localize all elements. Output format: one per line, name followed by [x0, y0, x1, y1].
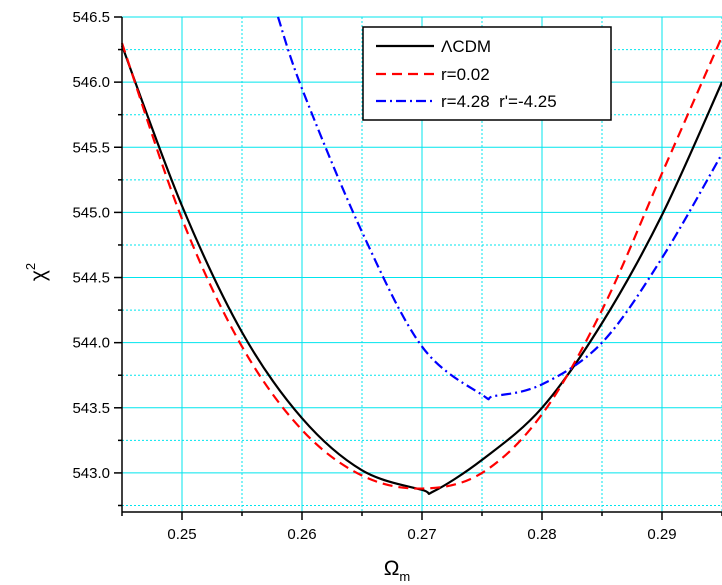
- y-tick-label: 543.0: [72, 465, 110, 482]
- ticks: [114, 16, 722, 520]
- series-line-0: [120, 45, 722, 495]
- x-tick-label: 0.25: [167, 526, 196, 543]
- legend-box: [362, 26, 612, 121]
- x-tick-label: 0.29: [647, 526, 676, 543]
- y-tick-label: 544.0: [72, 335, 110, 352]
- y-tick-label: 543.5: [72, 400, 110, 417]
- tick-labels: 0.25 0.26 0.27 0.28 0.29 543.0 543.5 544.0 544.5…: [72, 9, 676, 543]
- legend-label-r002: r=0.02: [441, 65, 490, 84]
- x-tick-label: 0.26: [287, 526, 316, 543]
- series-line-1: [120, 36, 722, 490]
- legend-label-lcdm: ΛCDM: [441, 37, 491, 56]
- grid: [121, 16, 722, 512]
- y-tick-label: 546.0: [72, 74, 110, 91]
- y-tick-label: 545.5: [72, 139, 110, 156]
- series-lines: [120, 16, 722, 495]
- y-axis-title: χ2: [23, 263, 50, 281]
- x-tick-label: 0.27: [407, 526, 436, 543]
- legend-label-r428: r=4.28 r'=-4.25: [441, 92, 557, 111]
- y-tick-label: 545.0: [72, 204, 110, 221]
- y-tick-label: 544.5: [72, 270, 110, 287]
- y-axis-title-sup: 2: [23, 263, 38, 270]
- series-line-2: [276, 16, 722, 401]
- x-axis-title: Ωm: [384, 557, 411, 584]
- legend: ΛCDM r=0.02 r=4.28 r'=-4.25: [362, 26, 612, 121]
- x-tick-label: 0.28: [527, 526, 556, 543]
- x-axis-title-sub: m: [399, 569, 410, 584]
- y-tick-label: 546.5: [72, 9, 110, 26]
